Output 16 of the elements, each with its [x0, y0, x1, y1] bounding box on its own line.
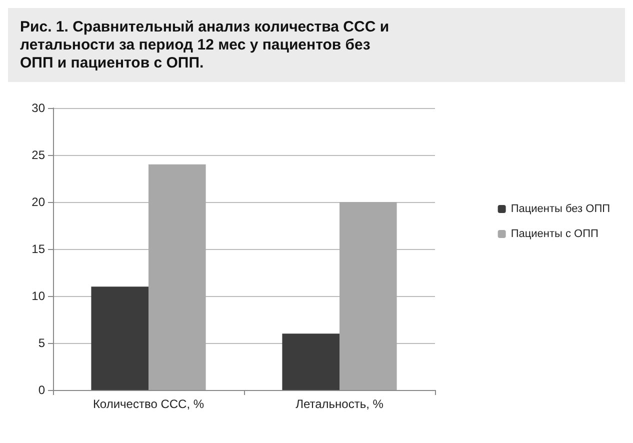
bar: [282, 334, 340, 390]
x-tick-label: Количество ССС, %: [92, 397, 204, 411]
x-tick-label: Летальность, %: [296, 397, 384, 411]
y-tick-label: 15: [32, 242, 46, 256]
y-tick-label: 5: [38, 336, 46, 350]
y-tick-label: 30: [32, 101, 46, 115]
legend-label: Пациенты с ОПП: [510, 228, 598, 240]
bar: [91, 286, 148, 390]
chart-title: Рис. 1. Сравнительный анализ количества ССС и летальности за период 12 мес у пациентов без ОПП и пациентов с ОПП.: [20, 18, 394, 72]
y-tick-label: 25: [32, 148, 46, 162]
y-tick-label: 0: [38, 383, 46, 397]
y-tick-label: 10: [32, 289, 46, 303]
bar: [148, 164, 206, 390]
y-tick-label: 20: [32, 195, 46, 209]
legend-label: Пациенты без ОПП: [510, 203, 610, 215]
bar: [340, 202, 397, 390]
